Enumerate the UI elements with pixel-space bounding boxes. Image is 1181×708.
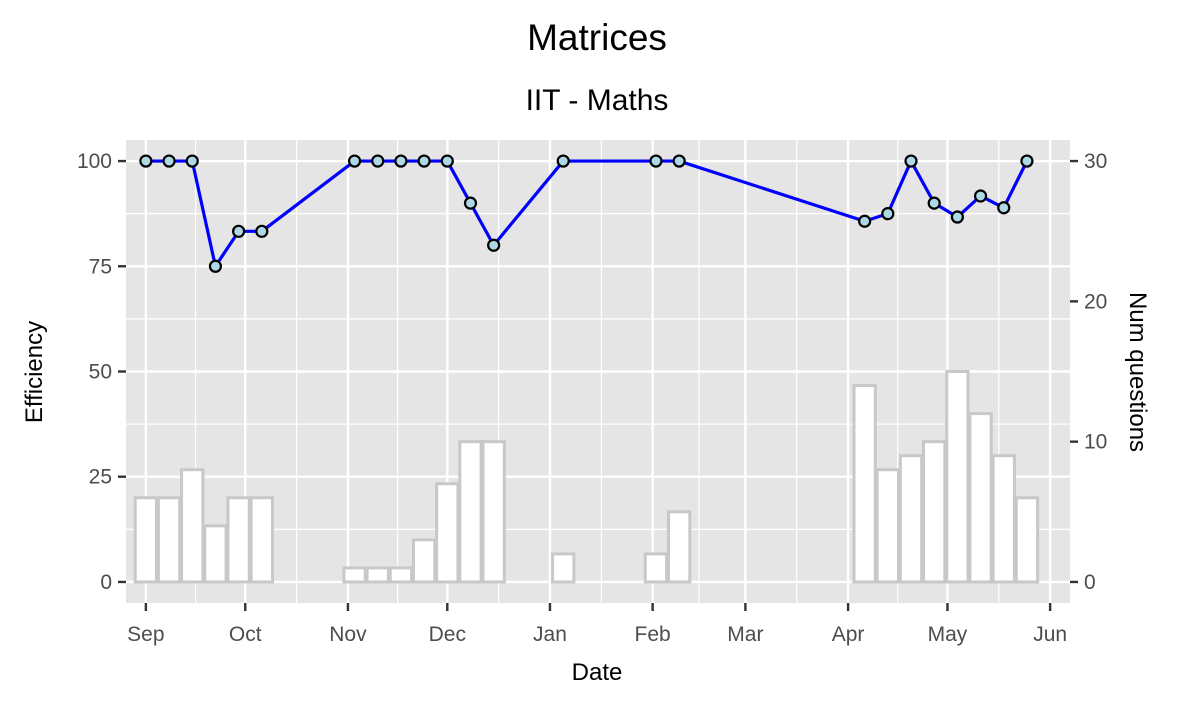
data-point [232, 224, 246, 238]
data-point [487, 238, 501, 252]
data-point [162, 154, 176, 168]
chart-title: Matrices [527, 17, 667, 58]
bar [481, 440, 506, 584]
bar [875, 468, 900, 584]
y2-axis-title: Num questions [1124, 292, 1151, 452]
x-tick-label: Nov [329, 623, 367, 646]
data-point [255, 224, 269, 238]
data-point [858, 214, 872, 228]
bar [388, 566, 414, 584]
y2-tick-label: 20 [1084, 290, 1107, 313]
data-point [927, 196, 941, 210]
data-point [417, 154, 431, 168]
data-point [997, 201, 1011, 215]
data-point [139, 154, 153, 168]
bar [180, 468, 205, 584]
bars [133, 370, 1040, 584]
bar [666, 510, 692, 584]
x-tick-label: Apr [832, 623, 865, 646]
y-tick-label: 50 [89, 361, 112, 384]
bar [551, 552, 576, 584]
bar [249, 496, 274, 584]
x-tick-label: Oct [229, 623, 262, 646]
bar [203, 524, 228, 584]
data-point [371, 154, 385, 168]
y2-tick-label: 10 [1084, 431, 1107, 454]
data-point [672, 154, 686, 168]
data-point [185, 154, 199, 168]
chart-subtitle: IIT - Maths [526, 84, 669, 117]
bar [898, 454, 924, 584]
bar [852, 384, 877, 584]
data-point [649, 154, 663, 168]
x-tick-label: Jun [1033, 623, 1067, 646]
y2-tick-label: 30 [1084, 150, 1107, 173]
data-point [1020, 154, 1034, 168]
x-tick-label: Dec [429, 623, 466, 646]
axes: Sep Oct Nov Dec Jan Feb Mar Apr May Jun0255075100… [77, 150, 1107, 646]
y-tick-label: 75 [89, 255, 112, 278]
x-tick-label: Sep [127, 623, 164, 646]
y-axis-title: Efficiency [21, 321, 48, 423]
y2-tick-label: 0 [1084, 571, 1096, 594]
data-point [881, 207, 895, 221]
data-point [394, 154, 408, 168]
bar [922, 440, 947, 584]
bar [458, 440, 483, 584]
data-point [463, 196, 478, 210]
bar [365, 566, 390, 584]
bar [968, 412, 993, 584]
bar [133, 496, 159, 584]
y-tick-label: 0 [100, 571, 112, 594]
bar [342, 566, 367, 584]
x-tick-label: Jan [533, 623, 567, 646]
bar [643, 552, 669, 584]
bar [156, 496, 182, 584]
bar [945, 370, 970, 584]
data-point [347, 154, 362, 168]
bar [226, 496, 251, 584]
x-tick-label: Feb [635, 623, 671, 646]
efficiency-points [139, 154, 1034, 273]
bar [991, 454, 1016, 584]
x-tick-label: May [928, 623, 968, 646]
data-point [556, 154, 570, 168]
bar [435, 482, 460, 584]
x-tick-label: Mar [727, 623, 763, 646]
y-tick-label: 100 [77, 150, 112, 173]
data-point [950, 210, 964, 224]
data-point [904, 154, 918, 168]
bar [411, 538, 437, 584]
y-tick-label: 25 [89, 466, 112, 489]
data-point [208, 259, 223, 273]
x-axis-title: Date [572, 659, 623, 686]
data-point [440, 154, 454, 168]
data-point [973, 189, 988, 203]
bar [1014, 496, 1040, 584]
